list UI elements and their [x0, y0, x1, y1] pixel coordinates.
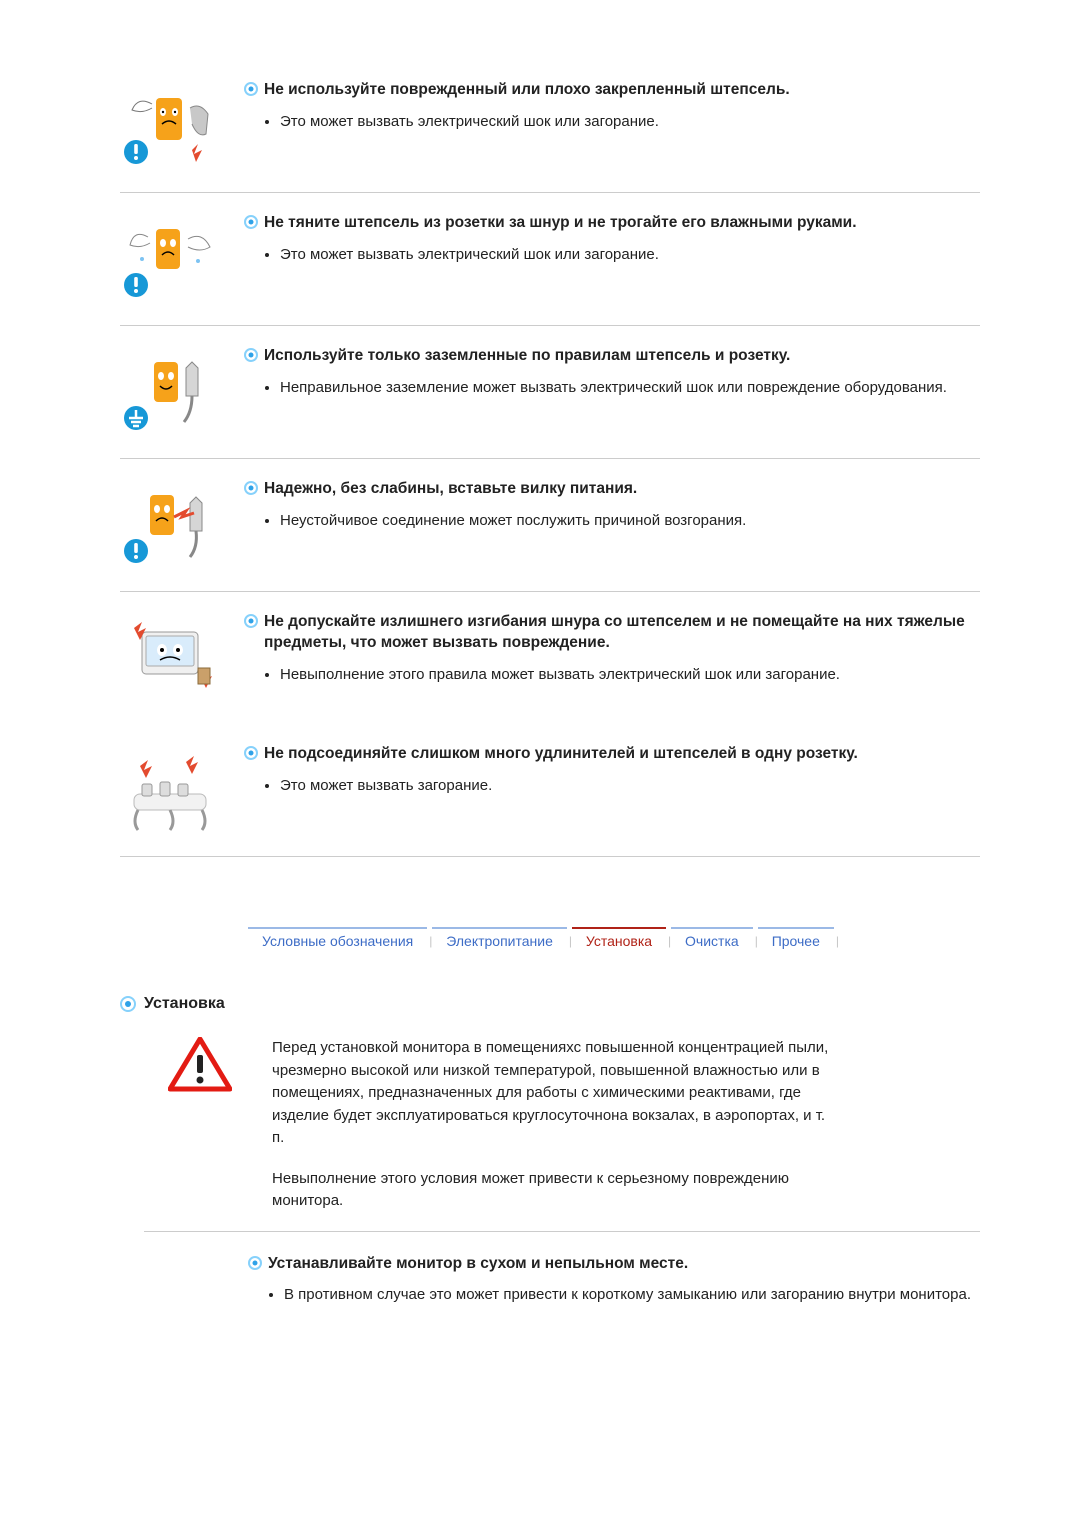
bullet-icon — [244, 746, 258, 760]
install-warning-title: Устанавливайте монитор в сухом и непыльн… — [268, 1254, 688, 1275]
warning-title: Не используйте поврежденный или плохо за… — [264, 80, 790, 101]
warning-title: Не тяните штепсель из розетки за шнур и … — [264, 213, 857, 234]
install-warning-detail: В противном случае это может привести к … — [284, 1284, 980, 1307]
warning-detail-list: Неустойчивое соединение может послужить … — [280, 510, 980, 533]
warning-overload: Не подсоединяйте слишком много удлинител… — [120, 724, 980, 857]
illustration-overload — [120, 738, 220, 838]
section-nav: Условные обозначения | Электропитание | … — [248, 927, 980, 955]
warning-title: Надежно, без слабины, вставьте вилку пит… — [264, 479, 637, 500]
tab-install[interactable]: Установка — [572, 927, 666, 955]
page: Не используйте поврежденный или плохо за… — [0, 0, 1080, 1528]
warning-detail: Неправильное заземление может вызвать эл… — [280, 377, 980, 400]
section-icon — [120, 996, 136, 1012]
tab-other[interactable]: Прочее — [758, 927, 834, 955]
illustration-bend-cord — [120, 606, 220, 706]
warning-detail-list: Это может вызвать электрический шок или … — [280, 111, 980, 134]
warning-grounded: Используйте только заземленные по правил… — [120, 326, 980, 459]
bullet-icon — [244, 614, 258, 628]
warning-detail-list: Невыполнение этого правила может вызвать… — [280, 664, 980, 687]
nav-separator: | — [834, 934, 839, 948]
warning-triangle-icon — [168, 1037, 232, 1093]
p1b: помещениях, предназначенных для работы с… — [272, 1084, 825, 1146]
warning-detail: Это может вызвать электрический шок или … — [280, 244, 980, 267]
warning-title: Используйте только заземленные по правил… — [264, 346, 790, 367]
warning-detail: Неустойчивое соединение может послужить … — [280, 510, 980, 533]
illustration-wet-hands — [120, 207, 220, 307]
warning-detail: Это может вызвать электрический шок или … — [280, 111, 980, 134]
warning-wet-hands: Не тяните штепсель из розетки за шнур и … — [120, 193, 980, 326]
warning-title: Не допускайте излишнего изгибания шнура … — [264, 612, 980, 654]
tab-clean[interactable]: Очистка — [671, 927, 753, 955]
install-warning-detail-list: В противном случае это может привести к … — [284, 1284, 980, 1307]
section-nav-wrap: Условные обозначения | Электропитание | … — [120, 927, 980, 955]
tab-notation[interactable]: Условные обозначения — [248, 927, 427, 955]
bullet-icon — [244, 481, 258, 495]
bullet-icon — [244, 215, 258, 229]
illustration-grounded — [120, 340, 220, 440]
illustration-damaged-plug — [120, 74, 220, 174]
bullet-icon — [244, 82, 258, 96]
section-title: Установка — [144, 995, 225, 1013]
bullet-icon — [244, 348, 258, 362]
install-general-warning: Перед установкой монитора в помещенияхс … — [144, 1037, 980, 1232]
p2: Невыполнение этого условия может привест… — [272, 1170, 789, 1210]
tab-power[interactable]: Электропитание — [432, 927, 567, 955]
install-warning-dry-place: Устанавливайте монитор в сухом и непыльн… — [248, 1232, 980, 1307]
warning-bend-cord: Не допускайте излишнего изгибания шнура … — [120, 592, 980, 724]
warning-detail: Невыполнение этого правила может вызвать… — [280, 664, 980, 687]
section-heading: Установка — [120, 995, 980, 1013]
warning-detail-list: Это может вызвать электрический шок или … — [280, 244, 980, 267]
bullet-icon — [248, 1256, 262, 1270]
warning-detail-list: Неправильное заземление может вызвать эл… — [280, 377, 980, 400]
warning-detail-list: Это может вызвать загорание. — [280, 775, 980, 798]
p1a: Перед установкой монитора в помещенияхс … — [272, 1039, 828, 1079]
warning-firm-plug: Надежно, без слабины, вставьте вилку пит… — [120, 459, 980, 592]
warning-title: Не подсоединяйте слишком много удлинител… — [264, 744, 858, 765]
warning-damaged-plug: Не используйте поврежденный или плохо за… — [120, 60, 980, 193]
install-warning-text: Перед установкой монитора в помещенияхс … — [272, 1037, 832, 1213]
warning-detail: Это может вызвать загорание. — [280, 775, 980, 798]
illustration-firm-plug — [120, 473, 220, 573]
